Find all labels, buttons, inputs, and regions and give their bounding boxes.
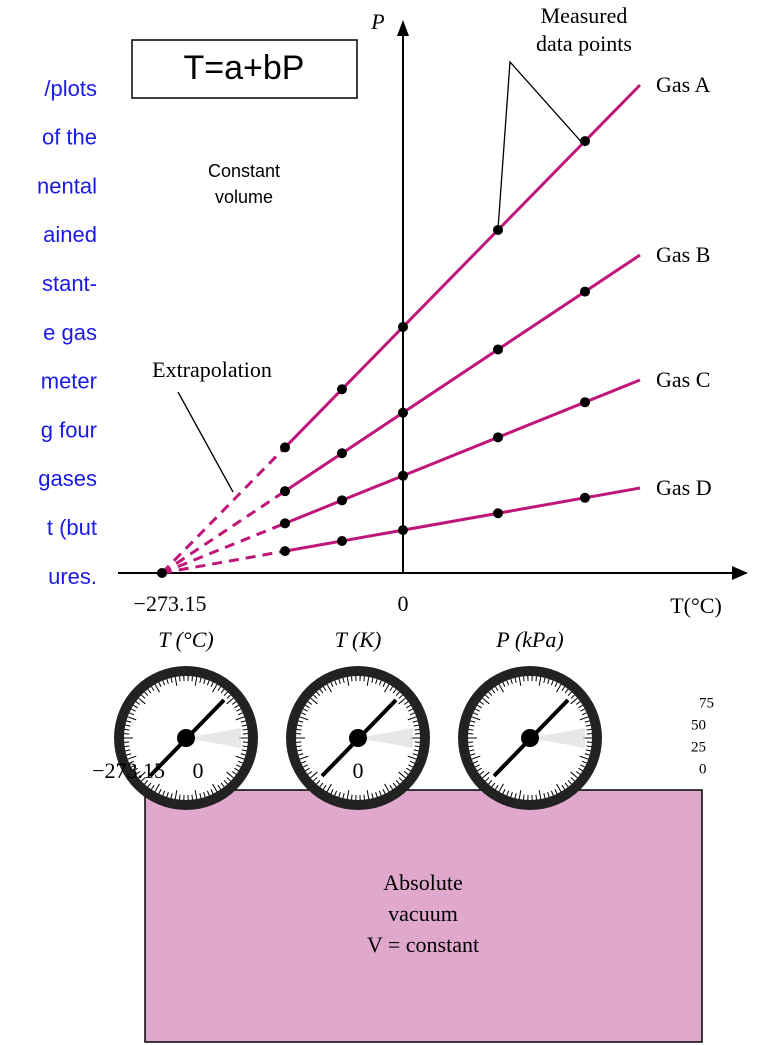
gauge-hub	[521, 729, 539, 747]
gauge-tick	[242, 729, 247, 730]
side-text-line: /plots	[44, 76, 97, 101]
data-point	[337, 495, 347, 505]
data-point	[493, 432, 503, 442]
gauge-tick	[125, 746, 130, 747]
gauge-tick	[297, 746, 302, 747]
gauge-tick	[242, 746, 247, 747]
data-point	[493, 508, 503, 518]
side-text-line: ures.	[48, 564, 97, 589]
side-text-line: g four	[41, 417, 97, 442]
condition: volume	[215, 187, 273, 207]
gauge-scale: 75	[699, 695, 714, 711]
side-text-line: meter	[41, 369, 97, 394]
condition: Constant	[208, 161, 280, 181]
y-arrow	[397, 20, 409, 36]
gauge-tick	[364, 676, 365, 681]
x-label: −273.15	[134, 591, 207, 616]
side-text-line: stant-	[42, 271, 97, 296]
gauge-tick	[524, 676, 525, 681]
gauge-title: T (°C)	[158, 627, 213, 652]
page: T=a+bP /plots of the nental ained stant-e ga…	[0, 0, 764, 1045]
gauge-tick	[352, 676, 353, 681]
note: Measured	[541, 3, 628, 28]
pointer	[498, 62, 585, 229]
gauge-tick	[125, 729, 130, 730]
gauge-scale: 0	[699, 761, 707, 777]
zero-point	[157, 568, 167, 578]
gauge-reading: 0	[193, 758, 204, 783]
gauge-tick	[536, 795, 537, 800]
data-point	[337, 384, 347, 394]
x-arrow	[732, 566, 748, 580]
gauge-tick	[180, 795, 181, 800]
gas-label: Gas C	[656, 367, 710, 392]
gauge-tick	[364, 795, 365, 800]
gauge-tick	[536, 676, 537, 681]
gauge-tick	[524, 795, 525, 800]
data-point	[580, 397, 590, 407]
data-point	[580, 493, 590, 503]
gauge-reading: −273.15	[92, 758, 165, 783]
gauge-tick	[469, 746, 474, 747]
data-point	[337, 448, 347, 458]
gauge-tick	[352, 795, 353, 800]
gauge-tick	[586, 729, 591, 730]
data-point	[580, 287, 590, 297]
gauge-title: P (kPa)	[495, 627, 563, 652]
gauge-hub	[349, 729, 367, 747]
gauge-tick	[192, 795, 193, 800]
gauge-scale: 50	[691, 717, 706, 733]
data-point	[398, 408, 408, 418]
side-text-line: of the	[42, 125, 97, 150]
side-text-line: e gas	[43, 320, 97, 345]
gauge-tick	[414, 729, 419, 730]
x-label: 0	[398, 591, 409, 616]
chamber-text: V = constant	[367, 932, 479, 957]
side-text-line: gases	[38, 466, 97, 491]
gas-label: Gas B	[656, 242, 710, 267]
gas-label: Gas D	[656, 475, 712, 500]
data-point	[493, 344, 503, 354]
y-axis-label: P	[370, 9, 384, 34]
gauge-tick	[586, 746, 591, 747]
gauge-tick	[469, 729, 474, 730]
gauge-scale: 25	[691, 739, 706, 755]
chamber-text: Absolute	[383, 870, 462, 895]
gauge-hub	[177, 729, 195, 747]
gauge-tick	[180, 676, 181, 681]
gauge-tick	[297, 729, 302, 730]
data-point	[280, 486, 290, 496]
side-text-line: nental	[37, 173, 97, 198]
side-text-line: ained	[43, 222, 97, 247]
note: Extrapolation	[152, 357, 272, 382]
gauge-tick	[192, 676, 193, 681]
data-point	[398, 471, 408, 481]
x-axis-label: T(°C)	[670, 593, 722, 618]
chamber-text: vacuum	[388, 901, 458, 926]
side-text-line: t (but	[47, 515, 97, 540]
data-point	[337, 536, 347, 546]
data-point	[280, 442, 290, 452]
equation: T=a+bP	[184, 49, 305, 87]
gauge-reading: 0	[353, 758, 364, 783]
gas-label: Gas A	[656, 72, 711, 97]
data-point	[280, 518, 290, 528]
gauge-title: T (K)	[335, 627, 382, 652]
note: data points	[536, 31, 632, 56]
gauge-tick	[414, 746, 419, 747]
pointer	[178, 392, 233, 492]
extrapolation-line	[162, 491, 285, 573]
data-point	[398, 525, 408, 535]
data-point	[398, 322, 408, 332]
data-point	[280, 546, 290, 556]
